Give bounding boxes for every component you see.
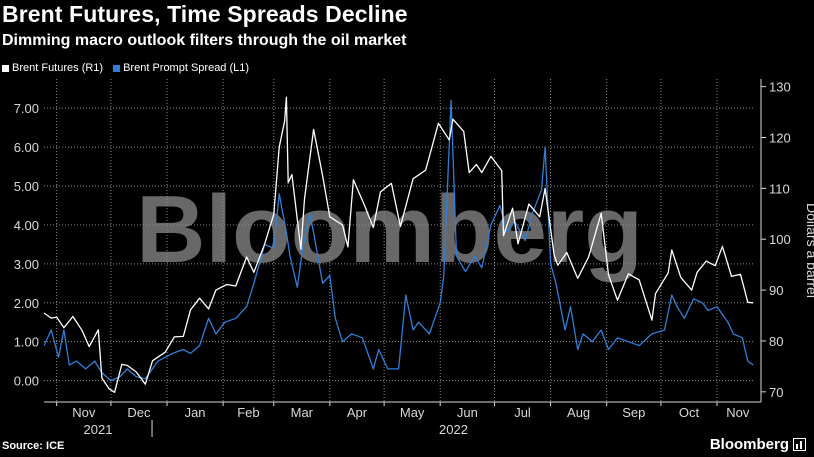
y-right-tick-label: 70 bbox=[769, 385, 783, 400]
x-month-label: Aug bbox=[567, 405, 590, 420]
x-month-label: Apr bbox=[347, 405, 368, 420]
legend-item-spread: Brent Prompt Spread (L1) bbox=[113, 62, 249, 74]
legend-swatch-futures bbox=[2, 64, 9, 72]
y-right-tick-label: 120 bbox=[769, 130, 791, 145]
series-line-brent-futures bbox=[43, 96, 754, 393]
y-right-axis-title: Dollars a barrel bbox=[804, 203, 814, 298]
y-left-tick-label: 4.00 bbox=[14, 218, 39, 233]
y-left-tick-label: 3.00 bbox=[14, 257, 39, 272]
x-month-label: Jan bbox=[185, 405, 206, 420]
y-right-tick-label: 100 bbox=[769, 232, 791, 247]
x-year-label: 2022 bbox=[439, 422, 468, 437]
watermark-text: Bloomberg bbox=[136, 176, 643, 283]
chart-subtitle: Dimming macro outlook filters through th… bbox=[2, 32, 407, 49]
x-month-label: Dec bbox=[127, 405, 151, 420]
x-month-label: Mar bbox=[291, 405, 314, 420]
series-line-prompt-spread bbox=[43, 99, 754, 382]
x-month-label: Sep bbox=[622, 405, 645, 420]
brand-name: Bloomberg bbox=[709, 436, 789, 453]
y-left-tick-label: 7.00 bbox=[14, 101, 39, 116]
y-left-tick-label: 5.00 bbox=[14, 179, 39, 194]
y-right-tick-label: 90 bbox=[769, 283, 783, 298]
x-month-label: Nov bbox=[726, 405, 750, 420]
y-right-tick-label: 130 bbox=[769, 80, 791, 95]
y-right-tick-label: 80 bbox=[769, 334, 783, 349]
y-left-tick-label: 2.00 bbox=[14, 296, 39, 311]
legend-label-futures: Brent Futures (R1) bbox=[12, 62, 104, 74]
x-month-label: Jun bbox=[457, 405, 478, 420]
x-month-label: Oct bbox=[679, 405, 700, 420]
legend-label-spread: Brent Prompt Spread (L1) bbox=[123, 62, 250, 74]
brand-logo: Bloomberg bbox=[710, 436, 806, 453]
y-left-tick-label: 6.00 bbox=[14, 140, 39, 155]
chart-legend: Brent Futures (R1) Brent Prompt Spread (… bbox=[2, 62, 249, 74]
legend-swatch-spread bbox=[113, 64, 121, 72]
x-month-label: May bbox=[400, 405, 425, 420]
chart-title: Brent Futures, Time Spreads Decline bbox=[2, 1, 408, 27]
legend-item-futures: Brent Futures (R1) bbox=[2, 62, 103, 74]
y-left-tick-label: 0.00 bbox=[14, 374, 39, 389]
x-month-label: Nov bbox=[72, 405, 96, 420]
y-right-tick-label: 110 bbox=[769, 181, 790, 196]
x-month-label: Jul bbox=[514, 405, 531, 420]
bar-chart-icon bbox=[793, 438, 806, 451]
source-note: Source: ICE bbox=[2, 440, 65, 452]
y-left-tick-label: 1.00 bbox=[14, 335, 39, 350]
x-month-label: Feb bbox=[237, 405, 259, 420]
x-year-label: 2021 bbox=[84, 422, 113, 437]
